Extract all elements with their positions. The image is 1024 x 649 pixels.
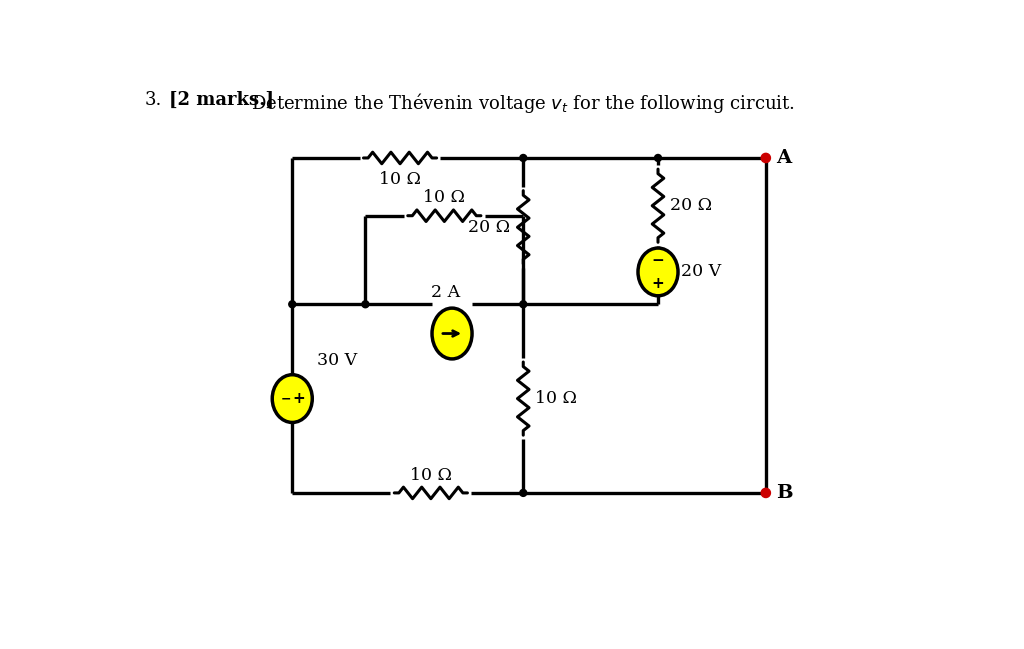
Ellipse shape	[272, 374, 312, 422]
Text: A: A	[776, 149, 791, 167]
Circle shape	[761, 488, 770, 498]
Circle shape	[289, 300, 296, 308]
Text: +: +	[651, 276, 665, 291]
Text: 2 A: 2 A	[431, 284, 461, 301]
Circle shape	[520, 154, 526, 162]
Text: 10 Ω: 10 Ω	[423, 190, 465, 206]
Text: 20 Ω: 20 Ω	[468, 219, 510, 236]
Ellipse shape	[638, 248, 678, 296]
Text: 3.: 3.	[144, 91, 162, 109]
Circle shape	[520, 489, 526, 496]
Text: −: −	[281, 392, 292, 405]
Text: [2 marks.]: [2 marks.]	[169, 91, 274, 109]
Text: +: +	[292, 391, 305, 406]
Ellipse shape	[432, 308, 472, 359]
Circle shape	[361, 300, 369, 308]
Circle shape	[654, 154, 662, 162]
Text: 10 Ω: 10 Ω	[410, 467, 452, 484]
Circle shape	[761, 153, 770, 163]
Text: 20 V: 20 V	[681, 263, 721, 280]
Text: 10 Ω: 10 Ω	[379, 171, 421, 188]
Text: 10 Ω: 10 Ω	[535, 390, 577, 407]
Text: 30 V: 30 V	[316, 352, 357, 369]
Text: −: −	[651, 253, 665, 268]
Text: B: B	[776, 484, 793, 502]
Circle shape	[520, 300, 526, 308]
Text: Determine the Thévenin voltage $v_t$ for the following circuit.: Determine the Thévenin voltage $v_t$ for…	[251, 91, 795, 115]
Text: 20 Ω: 20 Ω	[670, 197, 712, 214]
